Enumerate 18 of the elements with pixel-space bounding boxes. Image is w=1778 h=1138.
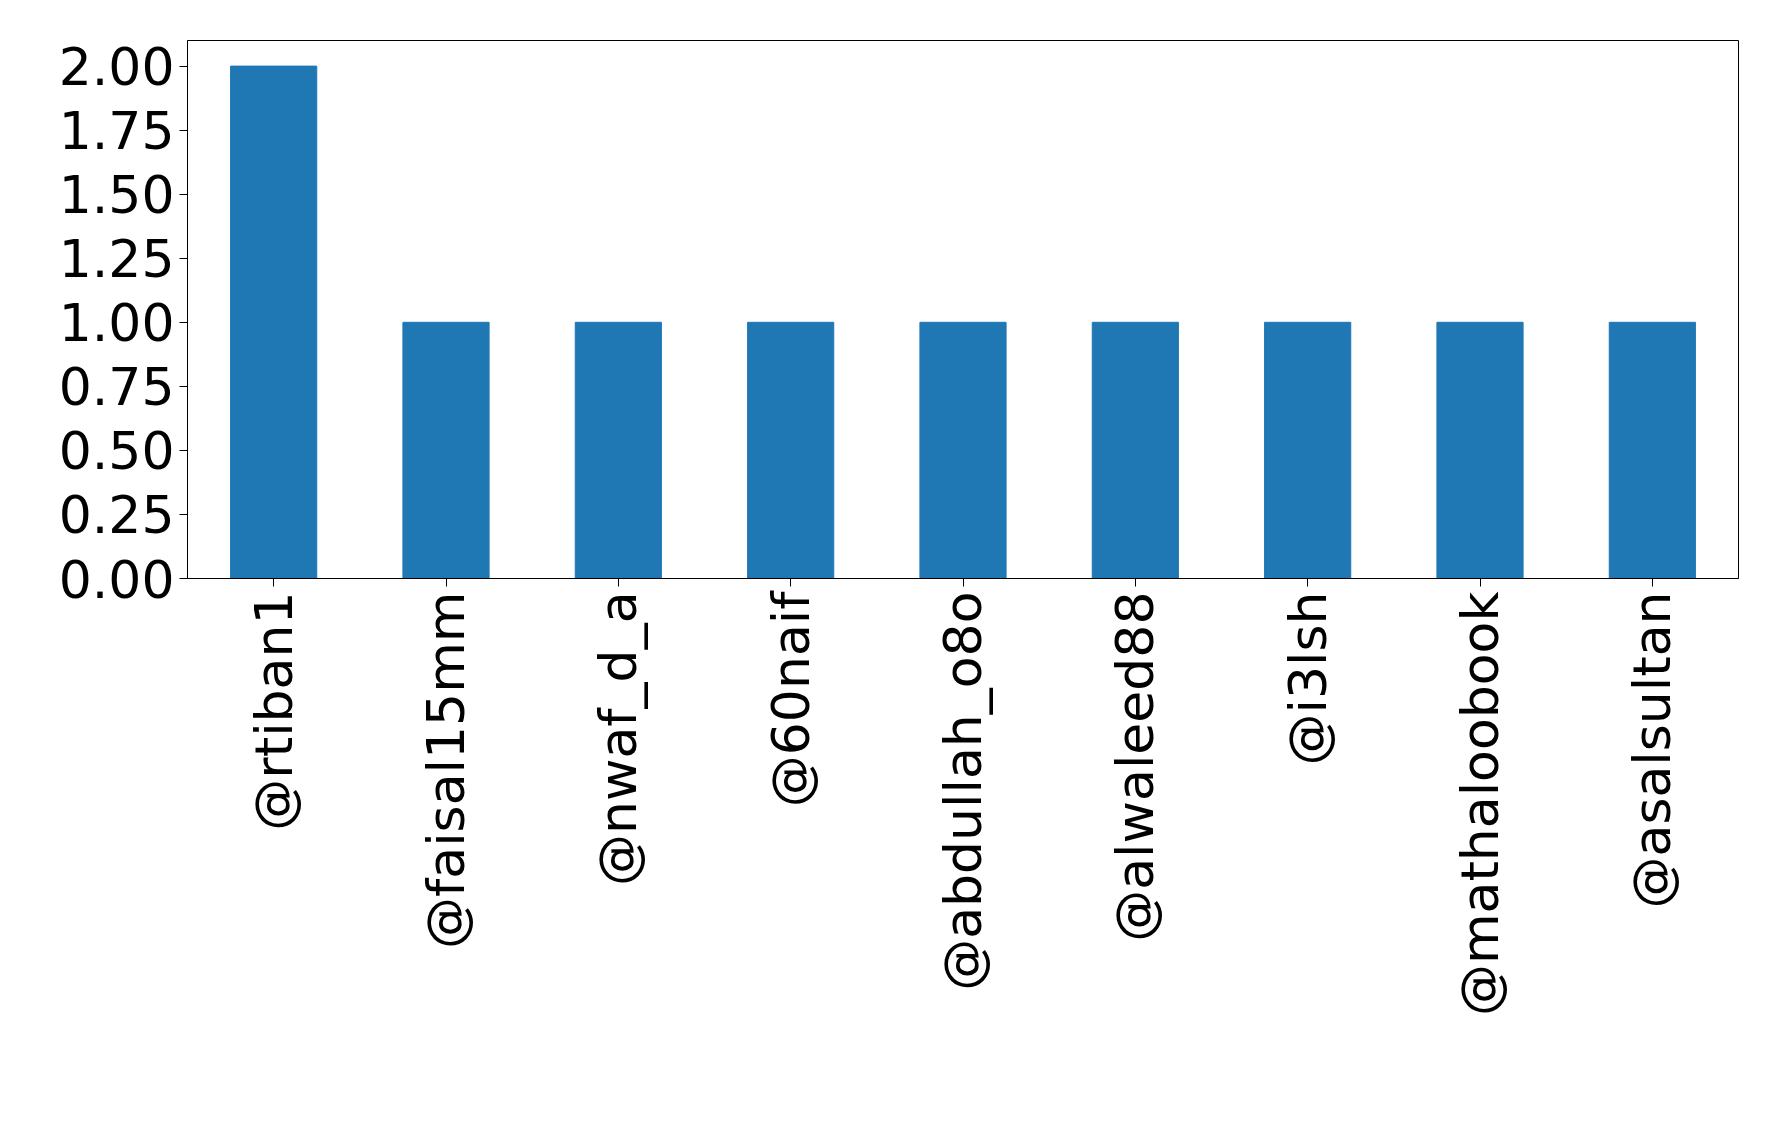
x-tick-label: @nwaf_d_a — [588, 591, 649, 887]
y-tick-label: 1.00 — [58, 293, 175, 354]
x-tick-label: @i3lsh — [1277, 591, 1338, 766]
x-tick-label: @60naif — [760, 589, 821, 808]
x-tick-label: @rtiban1 — [243, 591, 304, 831]
y-tick-label: 0.75 — [58, 357, 175, 418]
y-tick-label: 0.00 — [58, 549, 175, 610]
x-tick-label: @faisal15mm — [416, 591, 476, 949]
x-tick-label: @alwaleed88 — [1105, 591, 1166, 942]
y-tick-label: 1.75 — [58, 101, 175, 162]
y-tick-label: 0.25 — [58, 485, 175, 546]
y-tick-label: 1.50 — [58, 165, 175, 226]
x-tick-label: @asalsultan — [1622, 591, 1683, 909]
y-tick-label: 0.50 — [58, 421, 175, 482]
x-tick-label: @abdullah_o8o — [933, 591, 993, 991]
x-tick-label: @mathaloobook — [1450, 591, 1510, 1017]
y-tick-label: 1.25 — [58, 229, 175, 290]
y-tick-label: 2.00 — [58, 37, 175, 98]
